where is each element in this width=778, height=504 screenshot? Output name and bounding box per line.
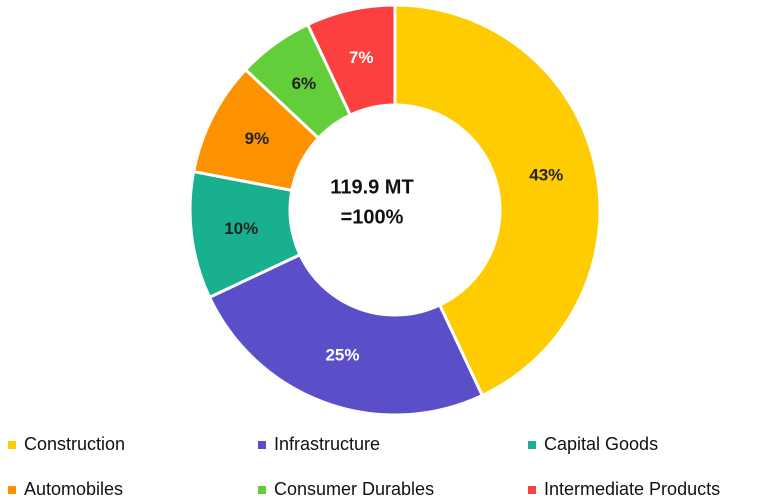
legend-label: Infrastructure	[274, 434, 380, 454]
legend-swatch	[528, 441, 536, 449]
legend-label: Intermediate Products	[544, 479, 720, 499]
center-label: =100%	[341, 206, 404, 228]
data-label: 6%	[292, 74, 317, 93]
legend-swatch	[8, 486, 16, 494]
legend-label: Construction	[24, 434, 125, 454]
legend-label: Automobiles	[24, 479, 123, 499]
legend-label: Capital Goods	[544, 434, 658, 454]
legend-swatch	[258, 441, 266, 449]
center-label: 119.9 MT	[330, 176, 413, 198]
legend-swatch	[528, 486, 536, 494]
data-label: 10%	[224, 219, 258, 238]
legend-swatch	[8, 441, 16, 449]
donut-slice	[305, 3, 397, 117]
data-label: 7%	[349, 48, 374, 67]
donut-slice	[393, 3, 602, 398]
data-label: 9%	[245, 129, 270, 148]
legend-label: Consumer Durables	[274, 479, 434, 499]
legend-swatch	[258, 486, 266, 494]
donut-slice	[207, 252, 485, 417]
data-label: 25%	[325, 345, 359, 364]
data-label: 43%	[529, 166, 563, 185]
